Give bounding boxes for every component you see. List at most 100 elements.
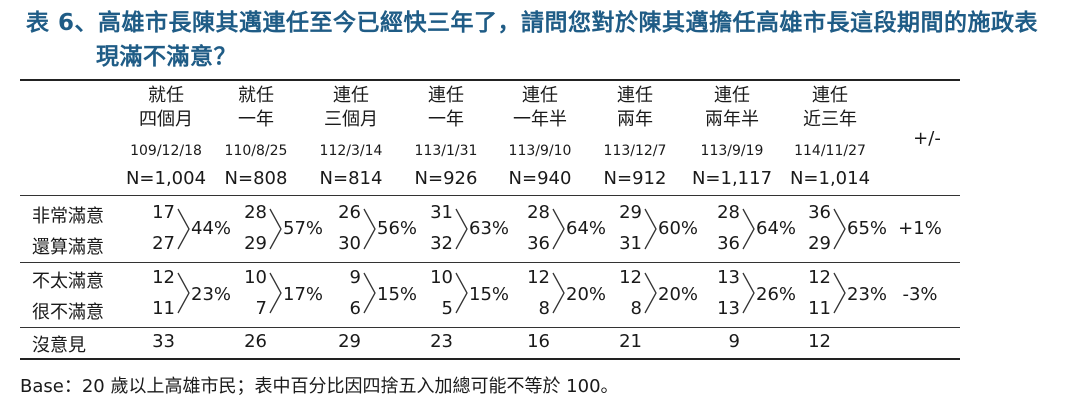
table-title-line1: 表 6、高雄市長陳其邁連任至今已經快三年了，請問您對於陳其邁擔任高雄市長這段期間… xyxy=(26,10,1039,36)
cell-no-opinion: 12 xyxy=(808,331,831,352)
cell-not-very-satisfied: 12 xyxy=(619,267,642,288)
column-sample-size: N=940 xyxy=(508,168,572,189)
cell-very-satisfied: 36 xyxy=(808,202,831,223)
cell-somewhat-satisfied: 30 xyxy=(338,233,361,254)
row-label-very-satisfied: 非常滿意 xyxy=(32,206,104,227)
cell-satisfied-total: 63% xyxy=(469,218,510,239)
column-header-line1: 連任 xyxy=(617,85,653,106)
column-header-line2: 四個月 xyxy=(139,109,193,130)
column-header-line2: 兩年半 xyxy=(705,109,759,130)
cell-somewhat-satisfied: 31 xyxy=(619,233,642,254)
cell-satisfied-total: 65% xyxy=(847,218,888,239)
column-header-line1: 就任 xyxy=(238,85,274,106)
cell-very-satisfied: 28 xyxy=(244,202,267,223)
group-bracket xyxy=(269,208,282,250)
cell-not-very-satisfied: 12 xyxy=(527,267,550,288)
diff-header: +/- xyxy=(913,128,941,149)
column-date: 114/11/27 xyxy=(794,143,866,159)
column-date: 113/9/10 xyxy=(508,143,572,159)
column-header-line2: 一年 xyxy=(428,109,464,130)
cell-no-opinion: 9 xyxy=(728,331,740,352)
group-bracket xyxy=(552,272,565,314)
cell-very-satisfied: 28 xyxy=(527,202,550,223)
cell-very-unsatisfied: 11 xyxy=(808,298,831,319)
column-header-line2: 兩年 xyxy=(617,109,653,130)
column-date: 113/9/19 xyxy=(700,143,764,159)
column-date: 113/1/31 xyxy=(414,143,478,159)
cell-unsatisfied-total: 17% xyxy=(283,284,324,305)
cell-somewhat-satisfied: 29 xyxy=(244,233,267,254)
column-header-line1: 就任 xyxy=(148,85,184,106)
row-label-no-opinion: 沒意見 xyxy=(32,335,86,356)
group-bracket xyxy=(269,272,282,314)
cell-very-unsatisfied: 13 xyxy=(717,298,740,319)
cell-very-unsatisfied: 11 xyxy=(152,298,175,319)
group-bracket xyxy=(552,208,565,250)
cell-somewhat-satisfied: 36 xyxy=(717,233,740,254)
column-header-line2: 一年 xyxy=(238,109,274,130)
footnote: Base：20 歲以上高雄市民；表中百分比因四捨五入加總可能不等於 100。 xyxy=(20,376,619,397)
bottom-rule xyxy=(20,358,960,360)
column-header-line1: 連任 xyxy=(522,85,558,106)
cell-very-unsatisfied: 8 xyxy=(538,298,550,319)
cell-no-opinion: 21 xyxy=(619,331,642,352)
cell-not-very-satisfied: 10 xyxy=(244,267,267,288)
column-sample-size: N=814 xyxy=(319,168,383,189)
cell-very-unsatisfied: 7 xyxy=(255,298,267,319)
column-date: 109/12/18 xyxy=(130,143,202,159)
group-bracket xyxy=(455,208,468,250)
cell-no-opinion: 29 xyxy=(338,331,361,352)
cell-unsatisfied-total: 20% xyxy=(658,284,699,305)
table-title-line2: 現滿不滿意？ xyxy=(96,44,237,70)
group-bracket xyxy=(644,272,657,314)
cell-not-very-satisfied: 12 xyxy=(152,267,175,288)
cell-unsatisfied-total: 23% xyxy=(191,284,232,305)
group-bracket xyxy=(177,208,190,250)
satisfied-group-rule xyxy=(20,262,960,263)
cell-very-unsatisfied: 6 xyxy=(349,298,361,319)
group-bracket xyxy=(742,208,755,250)
cell-satisfied-total: 56% xyxy=(377,218,418,239)
cell-somewhat-satisfied: 27 xyxy=(152,233,175,254)
column-header-line2: 一年半 xyxy=(513,109,567,130)
unsatisfied-diff: -3% xyxy=(902,284,938,305)
cell-satisfied-total: 44% xyxy=(191,218,232,239)
cell-unsatisfied-total: 15% xyxy=(469,284,510,305)
cell-no-opinion: 16 xyxy=(527,331,550,352)
cell-no-opinion: 26 xyxy=(244,331,267,352)
column-header-line1: 連任 xyxy=(428,85,464,106)
cell-very-satisfied: 28 xyxy=(717,202,740,223)
column-sample-size: N=1,117 xyxy=(691,168,773,189)
cell-not-very-satisfied: 12 xyxy=(808,267,831,288)
group-bracket xyxy=(363,208,376,250)
cell-not-very-satisfied: 10 xyxy=(430,267,453,288)
column-date: 110/8/25 xyxy=(224,143,288,159)
cell-no-opinion: 23 xyxy=(430,331,453,352)
cell-unsatisfied-total: 23% xyxy=(847,284,888,305)
cell-very-satisfied: 31 xyxy=(430,202,453,223)
cell-very-unsatisfied: 8 xyxy=(630,298,642,319)
cell-very-satisfied: 29 xyxy=(619,202,642,223)
column-sample-size: N=1,014 xyxy=(789,168,871,189)
column-header-line1: 連任 xyxy=(812,85,848,106)
cell-not-very-satisfied: 13 xyxy=(717,267,740,288)
cell-satisfied-total: 64% xyxy=(756,218,797,239)
row-label-somewhat-satisfied: 還算滿意 xyxy=(32,237,104,258)
cell-unsatisfied-total: 26% xyxy=(756,284,797,305)
column-header-line1: 連任 xyxy=(714,85,750,106)
column-sample-size: N=912 xyxy=(603,168,667,189)
group-bracket xyxy=(833,272,846,314)
cell-unsatisfied-total: 20% xyxy=(566,284,607,305)
cell-very-satisfied: 17 xyxy=(152,202,175,223)
cell-somewhat-satisfied: 29 xyxy=(808,233,831,254)
column-header-line1: 連任 xyxy=(333,85,369,106)
cell-unsatisfied-total: 15% xyxy=(377,284,418,305)
column-header-line2: 近三年 xyxy=(803,109,857,130)
cell-very-unsatisfied: 5 xyxy=(441,298,453,319)
header-rule xyxy=(20,195,960,196)
cell-somewhat-satisfied: 32 xyxy=(430,233,453,254)
column-date: 112/3/14 xyxy=(319,143,383,159)
satisfied-diff: +1% xyxy=(898,218,942,239)
unsatisfied-group-rule xyxy=(20,327,960,328)
table-title: 表 6、高雄市長陳其邁連任至今已經快三年了，請問您對於陳其邁擔任高雄市長這段期間… xyxy=(26,6,1076,74)
